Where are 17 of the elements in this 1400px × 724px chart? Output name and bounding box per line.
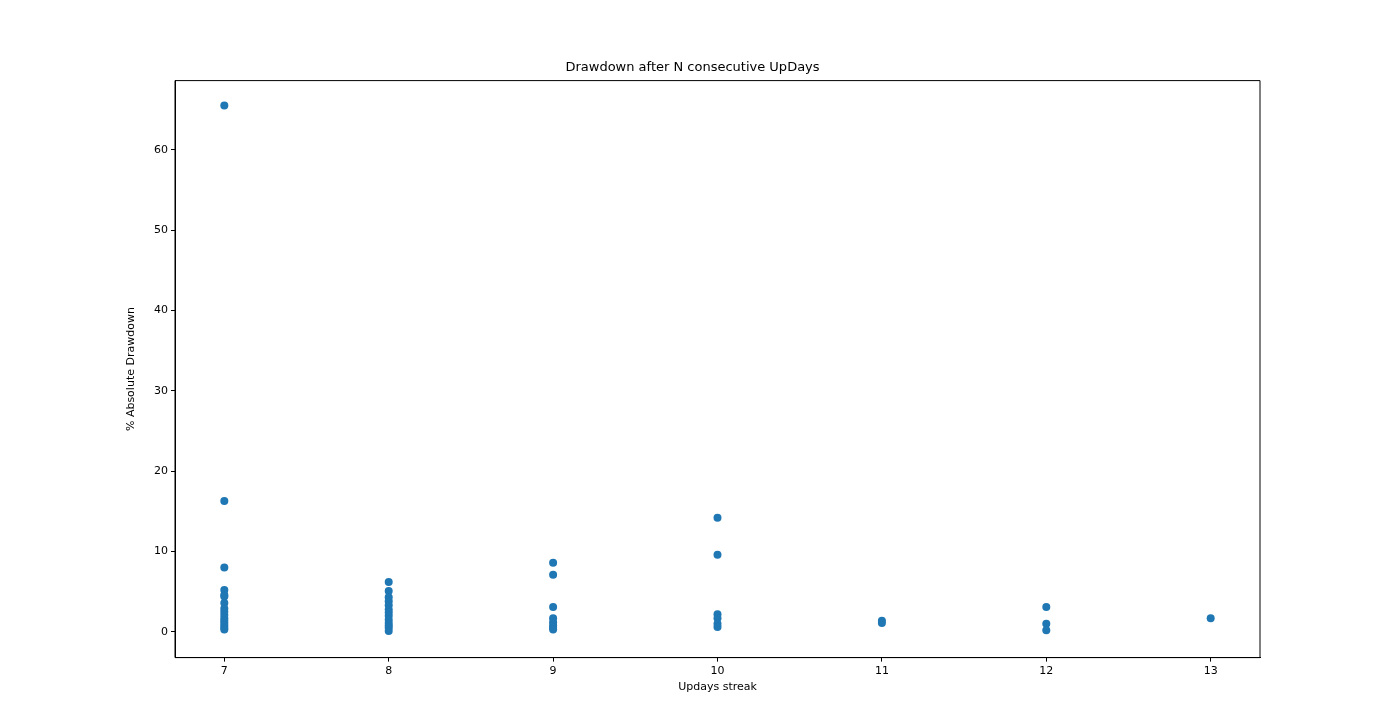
y-tick-label: 10 [154,544,168,558]
x-tick-label: 10 [710,664,725,678]
y-tick-label: 20 [154,464,168,478]
x-tick-label: 7 [220,664,228,678]
y-tick-label: 60 [154,142,168,156]
y-tick-label: 0 [161,624,168,638]
y-tick-label: 50 [154,222,168,236]
y-tick-label: 40 [154,303,168,317]
x-tick-label: 13 [1203,664,1218,678]
x-tick-label: 9 [549,664,557,678]
y-axis-title: % Absolute Drawdown [124,307,138,432]
x-tick-label: 8 [385,664,393,678]
chart-title: Drawdown after N consecutive UpDays [565,59,820,75]
x-tick-label: 12 [1039,664,1054,678]
x-tick-label: 11 [874,664,889,678]
x-axis-title: Updays streak [678,680,758,694]
y-tick-label: 30 [154,383,168,397]
